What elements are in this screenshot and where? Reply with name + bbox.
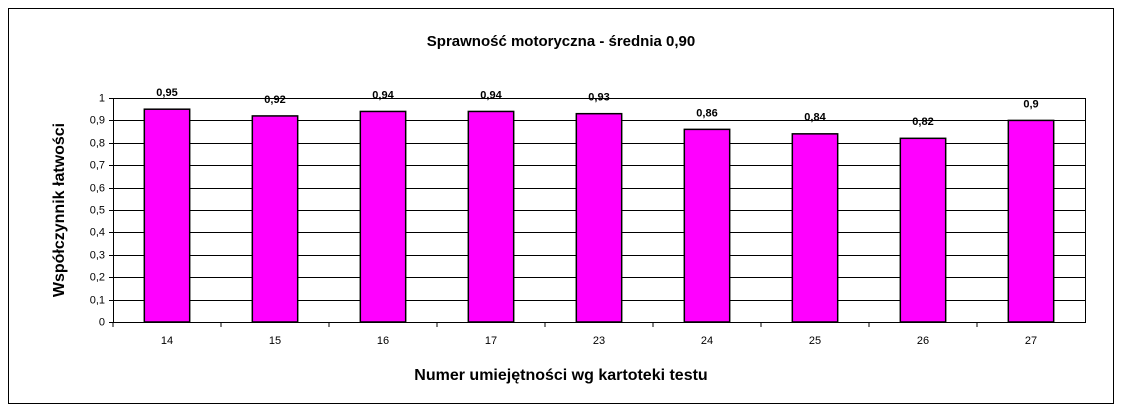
x-tick-label: 16: [377, 335, 389, 347]
x-tick-label: 25: [809, 335, 821, 347]
y-tick-label: 0,7: [90, 159, 105, 171]
chart-title: Sprawność motoryczna - średnia 0,90: [427, 33, 695, 50]
y-tick-label: 0,6: [90, 182, 105, 194]
y-tick-label: 0,1: [90, 294, 105, 306]
x-tick-label: 14: [161, 335, 173, 347]
bar: [143, 108, 191, 323]
x-tick-label: 24: [701, 335, 713, 347]
bar: [359, 110, 407, 323]
y-tick-label: 0,3: [90, 249, 105, 261]
y-tick-label: 0,4: [90, 226, 105, 238]
value-label: 0,92: [264, 94, 285, 106]
x-tick-label: 15: [269, 335, 281, 347]
x-axis-label: Numer umiejętności wg kartoteki testu: [414, 367, 707, 384]
bar: [899, 137, 947, 323]
bar: [791, 133, 839, 323]
value-label: 0,95: [156, 87, 177, 99]
value-label: 0,86: [696, 107, 717, 119]
bar: [683, 128, 731, 323]
x-tick-label: 23: [593, 335, 605, 347]
y-tick-label: 0: [99, 316, 105, 328]
value-label: 0,82: [912, 116, 933, 128]
bar: [1007, 119, 1055, 323]
y-tick-label: 0,8: [90, 137, 105, 149]
x-tick-label: 27: [1025, 335, 1037, 347]
y-tick-label: 0,5: [90, 204, 105, 216]
value-label: 0,84: [804, 112, 826, 124]
bar: [575, 112, 623, 323]
y-tick-label: 0,9: [90, 114, 105, 126]
value-label: 0,94: [480, 89, 502, 101]
value-label: 0,93: [588, 92, 609, 104]
y-axis-label: Współczynnik łatwości: [51, 123, 68, 297]
x-tick-label: 26: [917, 335, 929, 347]
x-tick-label: 17: [485, 335, 497, 347]
y-tick-label: 1: [99, 92, 105, 104]
value-label: 0,94: [372, 89, 394, 101]
y-tick-label: 0,2: [90, 271, 105, 283]
value-label: 0,9: [1023, 98, 1038, 110]
bar: [251, 115, 299, 323]
bar: [467, 110, 515, 323]
